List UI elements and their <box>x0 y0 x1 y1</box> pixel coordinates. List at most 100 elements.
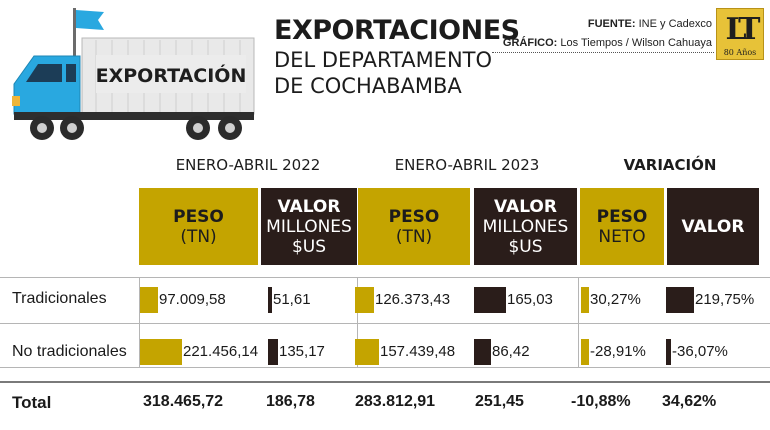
wheel-icon <box>218 116 242 140</box>
page-subtitle-line-1: DEL DEPARTAMENTO <box>274 48 493 72</box>
table-cell: 51,61 <box>268 287 378 313</box>
total-peso-neto: -10,88% <box>571 393 631 410</box>
value-bar <box>140 287 158 313</box>
col-head-line: NETO <box>598 226 646 247</box>
total-valor-2023: 251,45 <box>475 393 524 410</box>
total-peso-2023: 283.812,91 <box>355 393 436 410</box>
cell-value: 135,17 <box>279 343 325 360</box>
table-cell: 126.373,43 <box>355 287 465 313</box>
cell-value: 126.373,43 <box>375 291 451 308</box>
value-bar <box>355 287 374 313</box>
col-head-line: PESO <box>596 206 648 227</box>
col-head-valor-variation: VALOR <box>667 188 759 265</box>
column-divider <box>139 277 140 367</box>
wheel-icon <box>186 116 210 140</box>
col-head-peso-2022: PESO (TN) <box>139 188 258 265</box>
total-valor-2022: 186,78 <box>266 393 315 410</box>
row-label-tradicionales: Tradicionales <box>12 290 107 307</box>
period-variation: VARIACIÓN <box>623 156 717 174</box>
col-head-line: $US <box>508 236 543 257</box>
cell-value: -28,91% <box>590 343 646 360</box>
truck-label: EXPORTACIÓN <box>96 63 247 87</box>
row-divider <box>0 367 770 368</box>
title-block: EXPORTACIONES DEL DEPARTAMENTO DE COCHAB… <box>274 14 520 99</box>
row-divider <box>0 277 770 278</box>
credits-divider <box>492 52 714 53</box>
cell-value: 86,42 <box>492 343 530 360</box>
truck-chassis <box>14 112 254 120</box>
table-cell: 86,42 <box>474 339 584 365</box>
graphic-line: GRÁFICO: Los Tiempos / Wilson Cahuaya <box>503 35 712 52</box>
logo-anniversary: 80 Años <box>723 48 757 57</box>
cell-value: 30,27% <box>590 291 641 308</box>
value-bar <box>666 339 671 365</box>
col-head-line: PESO <box>173 206 224 227</box>
truck-illustration: EXPORTACIÓN <box>12 8 255 140</box>
table-cell: -28,91% <box>581 339 691 365</box>
wheel-icon <box>30 116 54 140</box>
newspaper-logo: LT 80 Años <box>716 8 764 60</box>
graphic-label: GRÁFICO: <box>502 37 558 49</box>
col-head-line: MILLONES <box>266 216 352 237</box>
col-head-line: $US <box>291 236 327 257</box>
value-bar <box>268 287 272 313</box>
col-head-valor-2022: VALOR MILLONES $US <box>261 188 357 265</box>
source-value: INE y Cadexco <box>638 18 712 30</box>
source-label: FUENTE: <box>587 18 636 30</box>
value-bar <box>355 339 379 365</box>
table-cell: 219,75% <box>666 287 770 313</box>
container-label-plate <box>96 55 246 93</box>
row-label-no-tradicionales: No tradicionales <box>12 343 127 360</box>
row-divider <box>0 323 770 324</box>
logo-lettering: LT <box>725 12 761 47</box>
col-head-line: VALOR <box>681 216 745 237</box>
flag-pole <box>73 8 76 68</box>
table-cell: 221.456,14 <box>140 339 258 365</box>
total-valor-variation: 34,62% <box>662 393 717 410</box>
col-head-line: VALOR <box>277 196 341 217</box>
value-bar <box>474 339 491 365</box>
value-bar <box>474 287 506 313</box>
table-cell: 165,03 <box>474 287 584 313</box>
col-head-peso-neto: PESO NETO <box>580 188 664 265</box>
wheel-icon <box>60 116 84 140</box>
table-cell: -36,07% <box>666 339 770 365</box>
value-bar <box>666 287 694 313</box>
column-divider <box>578 277 579 367</box>
flag-icon <box>76 10 104 30</box>
value-bar <box>268 339 278 365</box>
cell-value: -36,07% <box>672 343 728 360</box>
col-head-line: PESO <box>388 206 440 227</box>
graphic-value: Los Tiempos / Wilson Cahuaya <box>560 37 712 49</box>
table-cell: 157.439,48 <box>355 339 465 365</box>
value-bar <box>140 339 182 365</box>
page-subtitle-line-2: DE COCHABAMBA <box>274 74 462 98</box>
table-cell: 135,17 <box>268 339 378 365</box>
period-2022: ENERO-ABRIL 2022 <box>175 156 321 174</box>
col-head-line: (TN) <box>395 226 433 247</box>
cell-value: 97.009,58 <box>159 291 226 308</box>
table-cell: 97.009,58 <box>140 287 250 313</box>
col-head-peso-2023: PESO (TN) <box>358 188 470 265</box>
table-cell: 30,27% <box>581 287 691 313</box>
total-peso-2022: 318.465,72 <box>143 393 224 410</box>
truck-window-icon <box>26 64 62 82</box>
value-bar <box>581 287 589 313</box>
source-line: FUENTE: INE y Cadexco <box>503 16 712 33</box>
credits: FUENTE: INE y Cadexco GRÁFICO: Los Tiemp… <box>503 16 712 52</box>
col-head-line: (TN) <box>180 226 217 247</box>
col-head-valor-2023: VALOR MILLONES $US <box>474 188 577 265</box>
cell-value: 51,61 <box>273 291 311 308</box>
value-bar <box>581 339 589 365</box>
period-2023: ENERO-ABRIL 2023 <box>394 156 540 174</box>
page-title: EXPORTACIONES <box>274 15 520 46</box>
col-head-line: VALOR <box>494 196 557 217</box>
total-divider <box>0 381 770 383</box>
cell-value: 165,03 <box>507 291 553 308</box>
cell-value: 157.439,48 <box>380 343 456 360</box>
col-head-line: MILLONES <box>482 216 569 237</box>
cell-value: 219,75% <box>695 291 755 308</box>
total-label: Total <box>12 393 52 412</box>
column-divider <box>357 277 358 367</box>
cell-value: 221.456,14 <box>183 343 259 360</box>
